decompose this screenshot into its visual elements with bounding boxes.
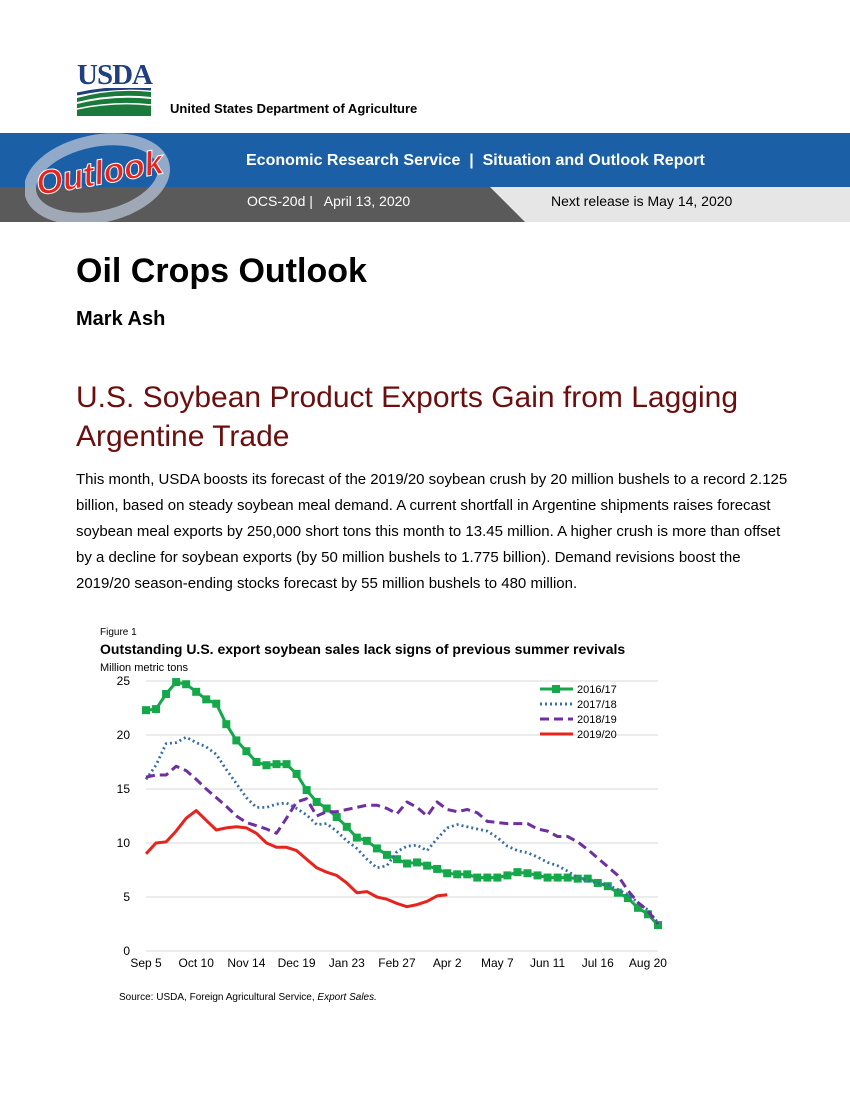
- x-tick-label: Feb 27: [378, 956, 416, 970]
- usda-logo-fields-icon: [77, 88, 151, 116]
- series-point: [643, 910, 652, 919]
- series-line-2018-19: [145, 764, 660, 925]
- series-point: [312, 797, 321, 806]
- figure-source: Source: USDA, Foreign Agricultural Servi…: [119, 992, 377, 1003]
- series-point: [282, 760, 291, 769]
- issue-number-date: OCS-20d | April 13, 2020: [247, 193, 411, 209]
- series-point: [654, 921, 662, 930]
- series-point: [443, 869, 452, 878]
- series-point: [613, 888, 622, 897]
- y-tick-label: 0: [123, 944, 130, 958]
- series-point: [392, 855, 401, 864]
- series-point: [322, 804, 331, 813]
- page-title: Oil Crops Outlook: [76, 252, 367, 290]
- series-point: [573, 874, 582, 883]
- series-point: [593, 878, 602, 887]
- series-point: [453, 870, 462, 879]
- series-point: [372, 844, 381, 853]
- x-tick-label: Dec 19: [278, 956, 316, 970]
- figure-title: Outstanding U.S. export soybean sales la…: [100, 641, 626, 657]
- series-point: [302, 786, 311, 795]
- series-point: [232, 736, 241, 745]
- series-point: [403, 859, 412, 868]
- series-point: [352, 833, 361, 842]
- y-tick-label: 25: [117, 674, 131, 688]
- banner-title: Economic Research Service | Situation an…: [246, 152, 705, 169]
- legend-marker: [552, 685, 560, 693]
- figure-source-italic: Export Sales.: [317, 992, 377, 1003]
- series-point: [272, 760, 281, 769]
- next-release-date: Next release is May 14, 2020: [551, 193, 733, 209]
- legend-entry: 2019/20: [577, 729, 617, 741]
- series-point: [202, 695, 211, 704]
- series-point: [252, 758, 261, 766]
- series-point: [382, 850, 391, 859]
- series-point: [212, 699, 221, 708]
- series-point: [423, 861, 432, 870]
- y-tick-label: 20: [117, 728, 131, 742]
- series-point: [513, 868, 522, 877]
- series-point: [633, 903, 642, 912]
- x-tick-label: Aug 20: [629, 956, 667, 970]
- series-point: [463, 870, 472, 879]
- x-tick-label: Nov 14: [227, 956, 265, 970]
- series-point: [172, 678, 181, 687]
- series-point: [503, 871, 512, 880]
- series-point: [222, 720, 231, 729]
- x-tick-label: Oct 10: [179, 956, 215, 970]
- x-tick-label: Jun 11: [530, 956, 565, 970]
- series-point: [182, 680, 191, 689]
- series-point: [553, 873, 562, 882]
- series-point: [332, 813, 341, 822]
- x-tick-label: Apr 2: [433, 956, 462, 970]
- series-point: [152, 705, 161, 714]
- outlook-logo: Outlook: [25, 133, 170, 222]
- series-point: [563, 873, 572, 882]
- y-tick-label: 5: [123, 890, 130, 904]
- body-paragraph: This month, USDA boosts its forecast of …: [76, 471, 788, 592]
- series-point: [262, 761, 271, 770]
- figure-label: Figure 1: [100, 627, 137, 638]
- author-name: Mark Ash: [76, 308, 166, 330]
- series-point: [162, 689, 171, 698]
- series-point: [493, 873, 502, 882]
- agency-name: United States Department of Agriculture: [170, 101, 418, 116]
- legend-entry: 2018/19: [577, 714, 617, 726]
- series-point: [433, 864, 442, 873]
- series-point: [623, 894, 632, 903]
- usda-logo-text: USDA: [77, 59, 153, 91]
- series-point: [142, 706, 150, 715]
- series-line-2016-17: [145, 680, 660, 927]
- section-heading: U.S. Soybean Product Exports Gain from L…: [76, 381, 739, 453]
- legend-entry: 2016/17: [577, 684, 617, 696]
- series-point: [413, 858, 422, 867]
- series-point: [362, 836, 371, 845]
- series-point: [483, 873, 492, 882]
- x-tick-label: Sep 5: [130, 956, 162, 970]
- series-point: [192, 687, 201, 696]
- series-point: [543, 873, 552, 882]
- y-axis-label: Million metric tons: [100, 662, 189, 674]
- usda-logo: USDA: [77, 59, 153, 116]
- legend-entry: 2017/18: [577, 699, 617, 711]
- y-tick-label: 10: [117, 836, 131, 850]
- export-sales-line-chart: Million metric tons 0 5 10 15 20 25 Sep 5 Oct 10…: [100, 662, 667, 970]
- series-point: [242, 747, 251, 756]
- series-point: [342, 822, 351, 831]
- series-point: [523, 869, 532, 878]
- figure-source-text: Source: USDA, Foreign Agricultural Servi…: [119, 992, 318, 1003]
- series-point: [533, 871, 542, 880]
- series-point: [583, 874, 592, 883]
- x-tick-label: May 7: [481, 956, 514, 970]
- series-point: [292, 769, 301, 778]
- x-tick-label: Jan 23: [329, 956, 365, 970]
- y-tick-label: 15: [117, 782, 131, 796]
- series-point: [473, 873, 482, 882]
- x-tick-label: Jul 16: [582, 956, 614, 970]
- series-line-2019-20: [144, 809, 448, 909]
